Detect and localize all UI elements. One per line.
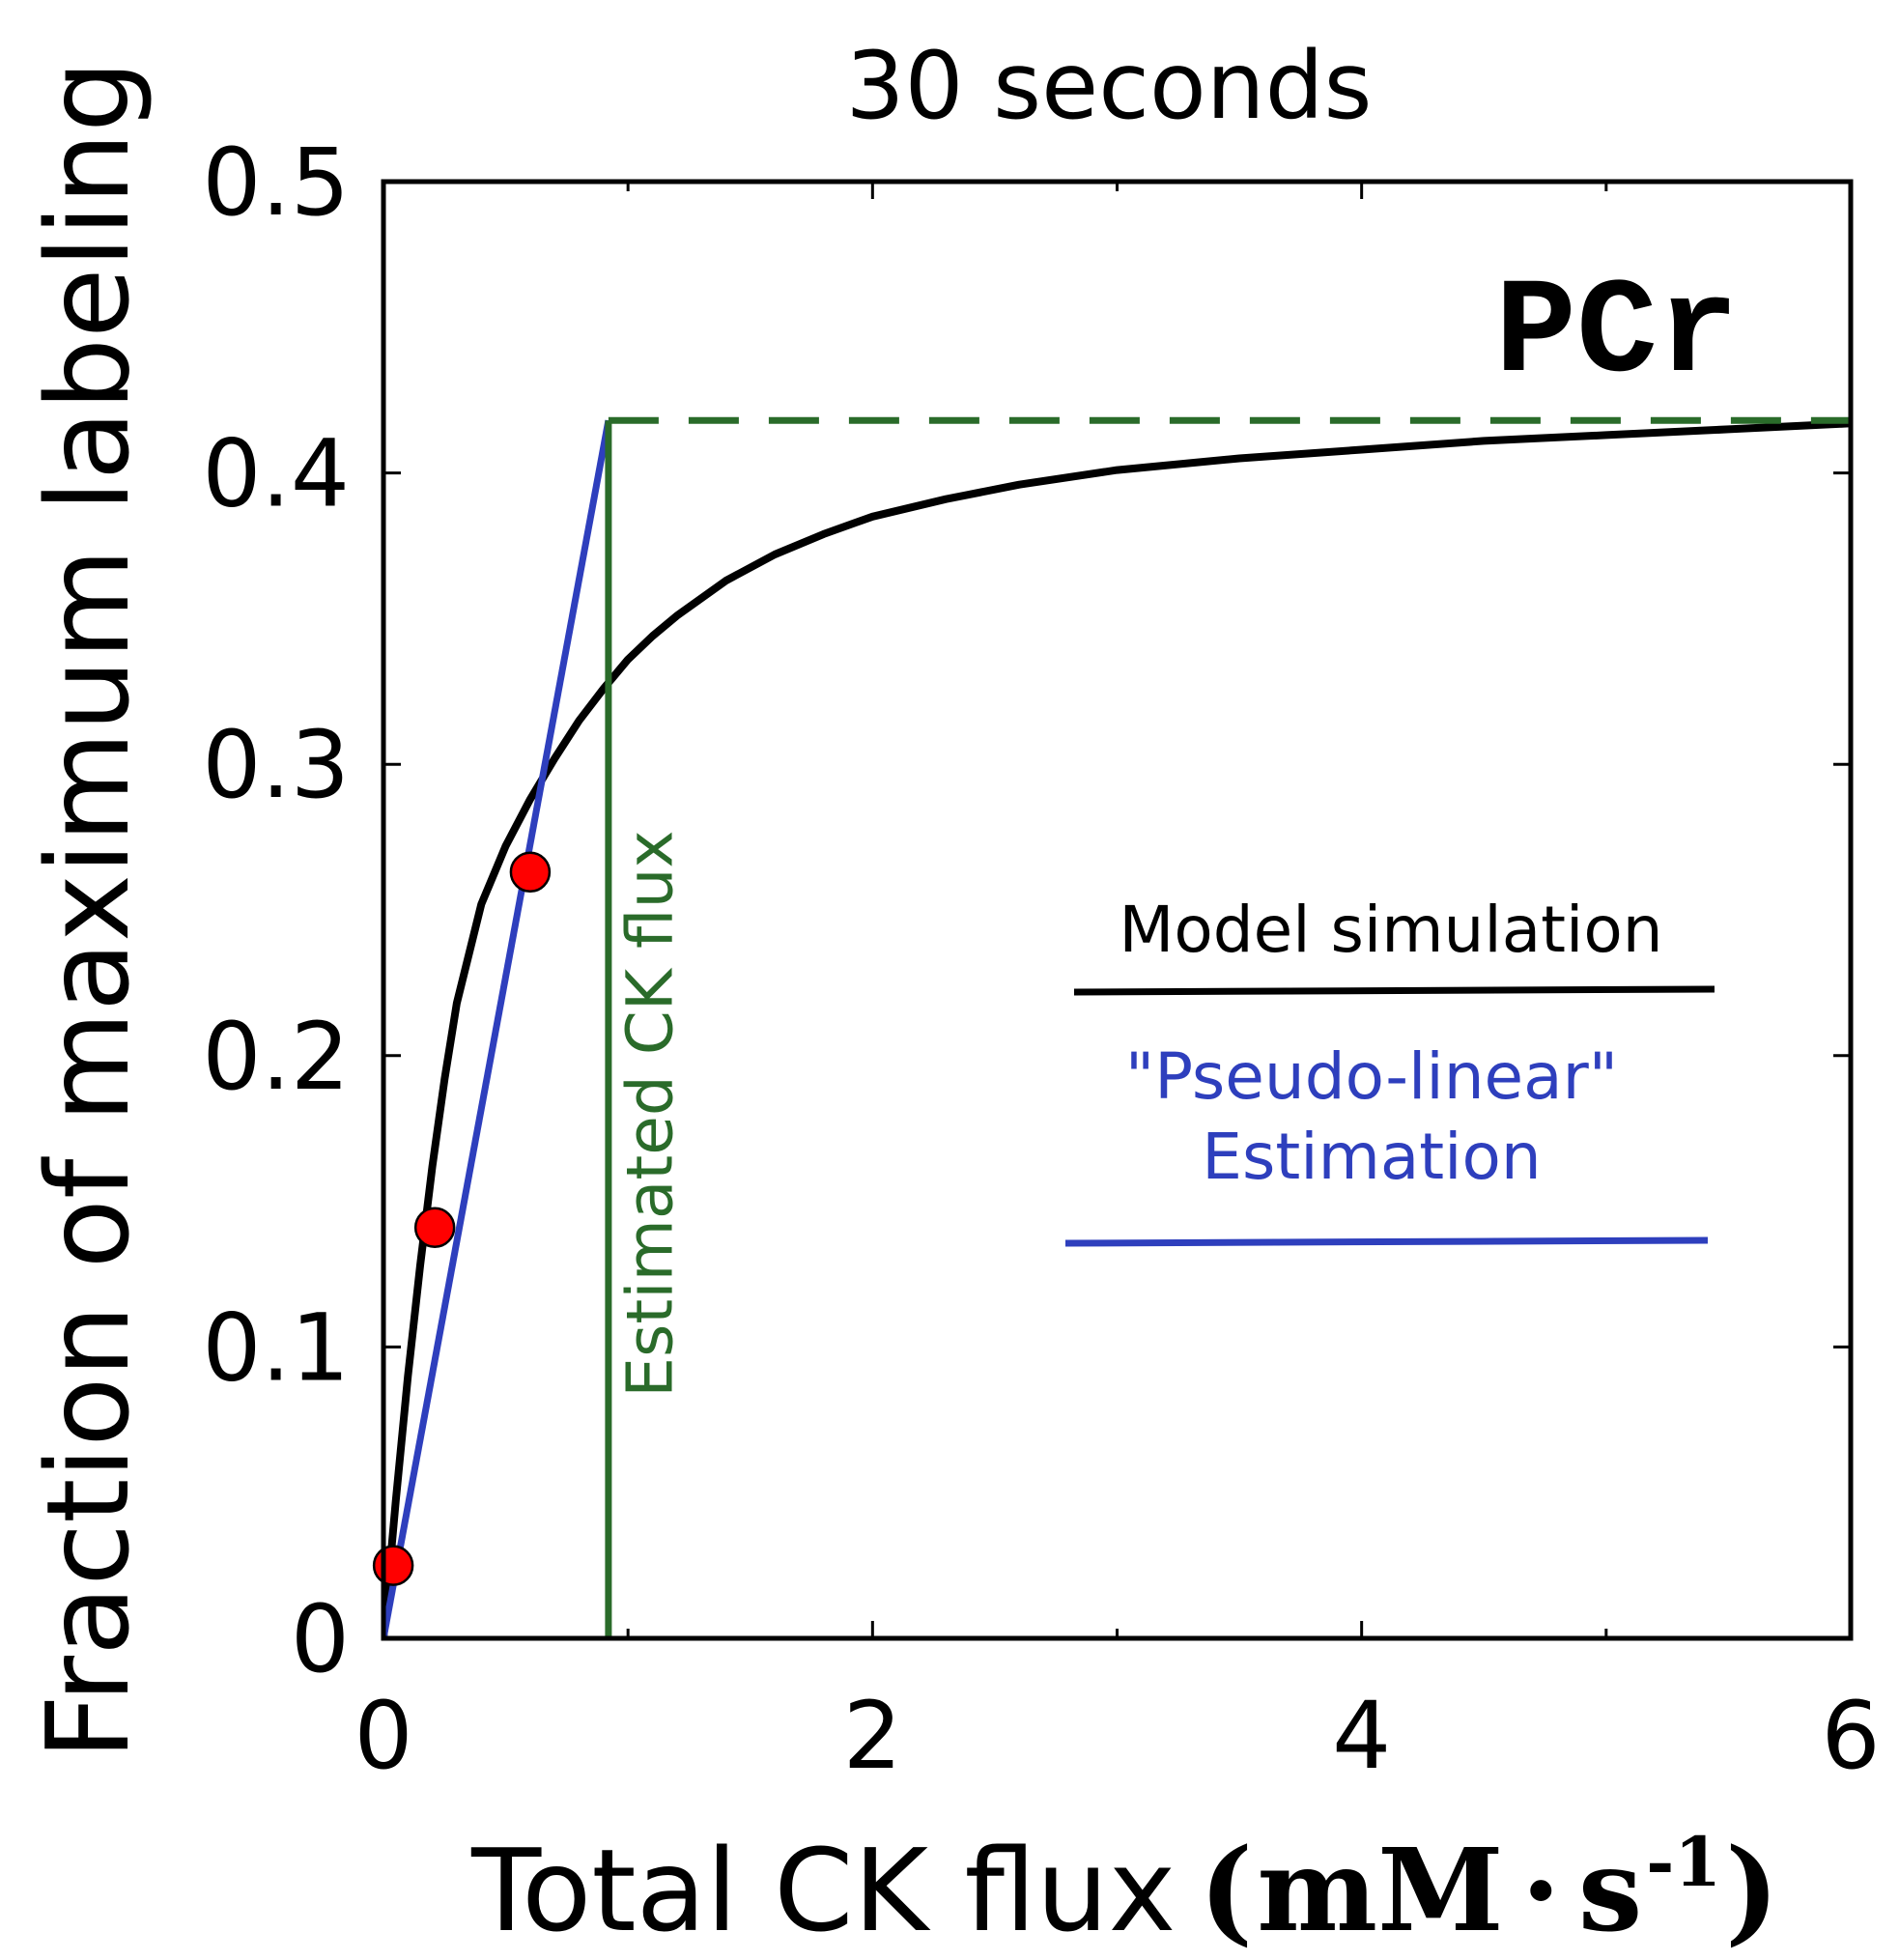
x-axis-label-dot: · (1521, 1823, 1561, 1957)
legend-line-model (1073, 985, 1715, 996)
y-tick-label: 0.5 (202, 128, 350, 237)
y-axis-label: Fraction of maximum labeling (21, 60, 155, 1760)
x-tick-label: 6 (1821, 1682, 1880, 1790)
x-axis-label-unit: mM (1257, 1823, 1503, 1957)
x-tick-label: 4 (1332, 1682, 1391, 1790)
legend-label-model: Model simulation (1119, 893, 1662, 967)
data-point-0 (372, 1545, 414, 1586)
y-tick-label: 0.3 (202, 711, 350, 819)
estimated-flux-annotation: Estimated CK flux (613, 830, 688, 1397)
legend-label-pseudo-linear: "Pseudo-linear" (1125, 1039, 1618, 1114)
data-point-1 (413, 1207, 456, 1248)
plot-area (383, 416, 1851, 1638)
y-tick-label: 0.2 (202, 1003, 350, 1111)
y-tick-label: 0.1 (202, 1293, 350, 1402)
series-line-0 (383, 419, 1851, 1638)
axis-ticks: 0 2 4 6 0 0.1 0.2 0.3 0.4 0.5 (202, 128, 1880, 1790)
x-tick-label: 2 (843, 1682, 902, 1790)
x-tick-label: 0 (354, 1682, 412, 1790)
series-line-1 (383, 419, 612, 1638)
data-points (372, 851, 552, 1586)
x-axis-label-close-paren: ) (1725, 1823, 1779, 1957)
legend: Model simulation "Pseudo-linear" Estimat… (1064, 893, 1715, 1247)
x-axis-label-text: Total CK flux (470, 1824, 1176, 1957)
x-axis-label: Total CK flux ( mM · s -1 ) (470, 1822, 1779, 1957)
data-point-2 (509, 851, 552, 894)
x-axis-label-seconds: s (1578, 1823, 1642, 1957)
y-tick-label: 0 (291, 1585, 350, 1693)
chart-title: 30 seconds (845, 32, 1372, 140)
x-axis-label-open-paren: ( (1199, 1823, 1253, 1957)
legend-line-pseudo-linear (1064, 1236, 1709, 1247)
panel-label: PCr (1495, 258, 1739, 412)
x-axis-label-exponent: -1 (1646, 1822, 1721, 1902)
legend-label-estimation: Estimation (1202, 1120, 1541, 1194)
y-tick-label: 0.4 (202, 420, 350, 528)
